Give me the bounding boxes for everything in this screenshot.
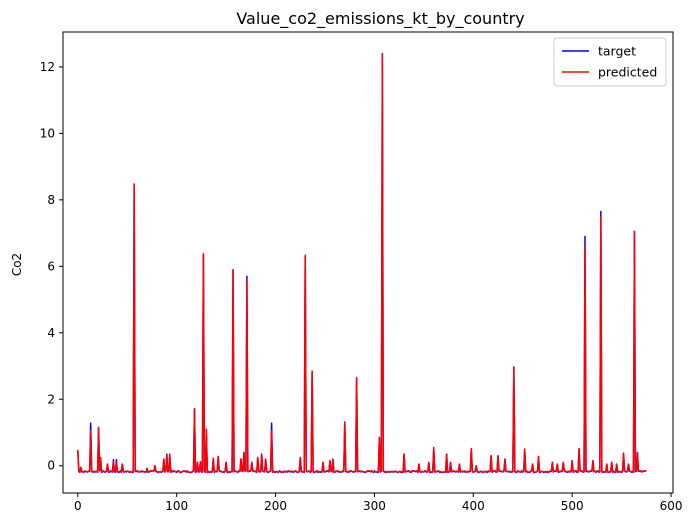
x-tick-label: 100 bbox=[165, 499, 188, 513]
series-line-predicted bbox=[77, 53, 647, 473]
plot-series bbox=[77, 52, 647, 474]
legend-label-predicted: predicted bbox=[598, 65, 657, 80]
legend-box bbox=[553, 37, 667, 87]
chart-title: Value_co2_emissions_kt_by_country bbox=[236, 9, 524, 29]
x-axis-ticks: 0 100 200 300 400 500 600 bbox=[74, 493, 682, 513]
x-tick-label: 200 bbox=[264, 499, 287, 513]
y-tick-label: 12 bbox=[40, 60, 55, 74]
y-tick-label: 4 bbox=[47, 326, 55, 340]
plot-frame bbox=[62, 31, 674, 494]
x-tick-label: 400 bbox=[462, 499, 485, 513]
y-tick-label: 6 bbox=[47, 259, 55, 273]
y-tick-label: 8 bbox=[47, 193, 55, 207]
x-tick-label: 600 bbox=[660, 499, 683, 513]
y-tick-label: 2 bbox=[47, 392, 55, 406]
legend-label-target: target bbox=[598, 44, 636, 59]
x-tick-label: 0 bbox=[74, 499, 82, 513]
x-tick-label: 300 bbox=[363, 499, 386, 513]
legend: target predicted bbox=[553, 37, 667, 87]
y-tick-label: 10 bbox=[40, 126, 55, 140]
y-axis-ticks: 0 2 4 6 8 10 12 bbox=[40, 60, 63, 473]
x-tick-label: 500 bbox=[561, 499, 584, 513]
y-axis-label: Co2 bbox=[10, 253, 24, 276]
y-tick-label: 0 bbox=[47, 459, 55, 473]
